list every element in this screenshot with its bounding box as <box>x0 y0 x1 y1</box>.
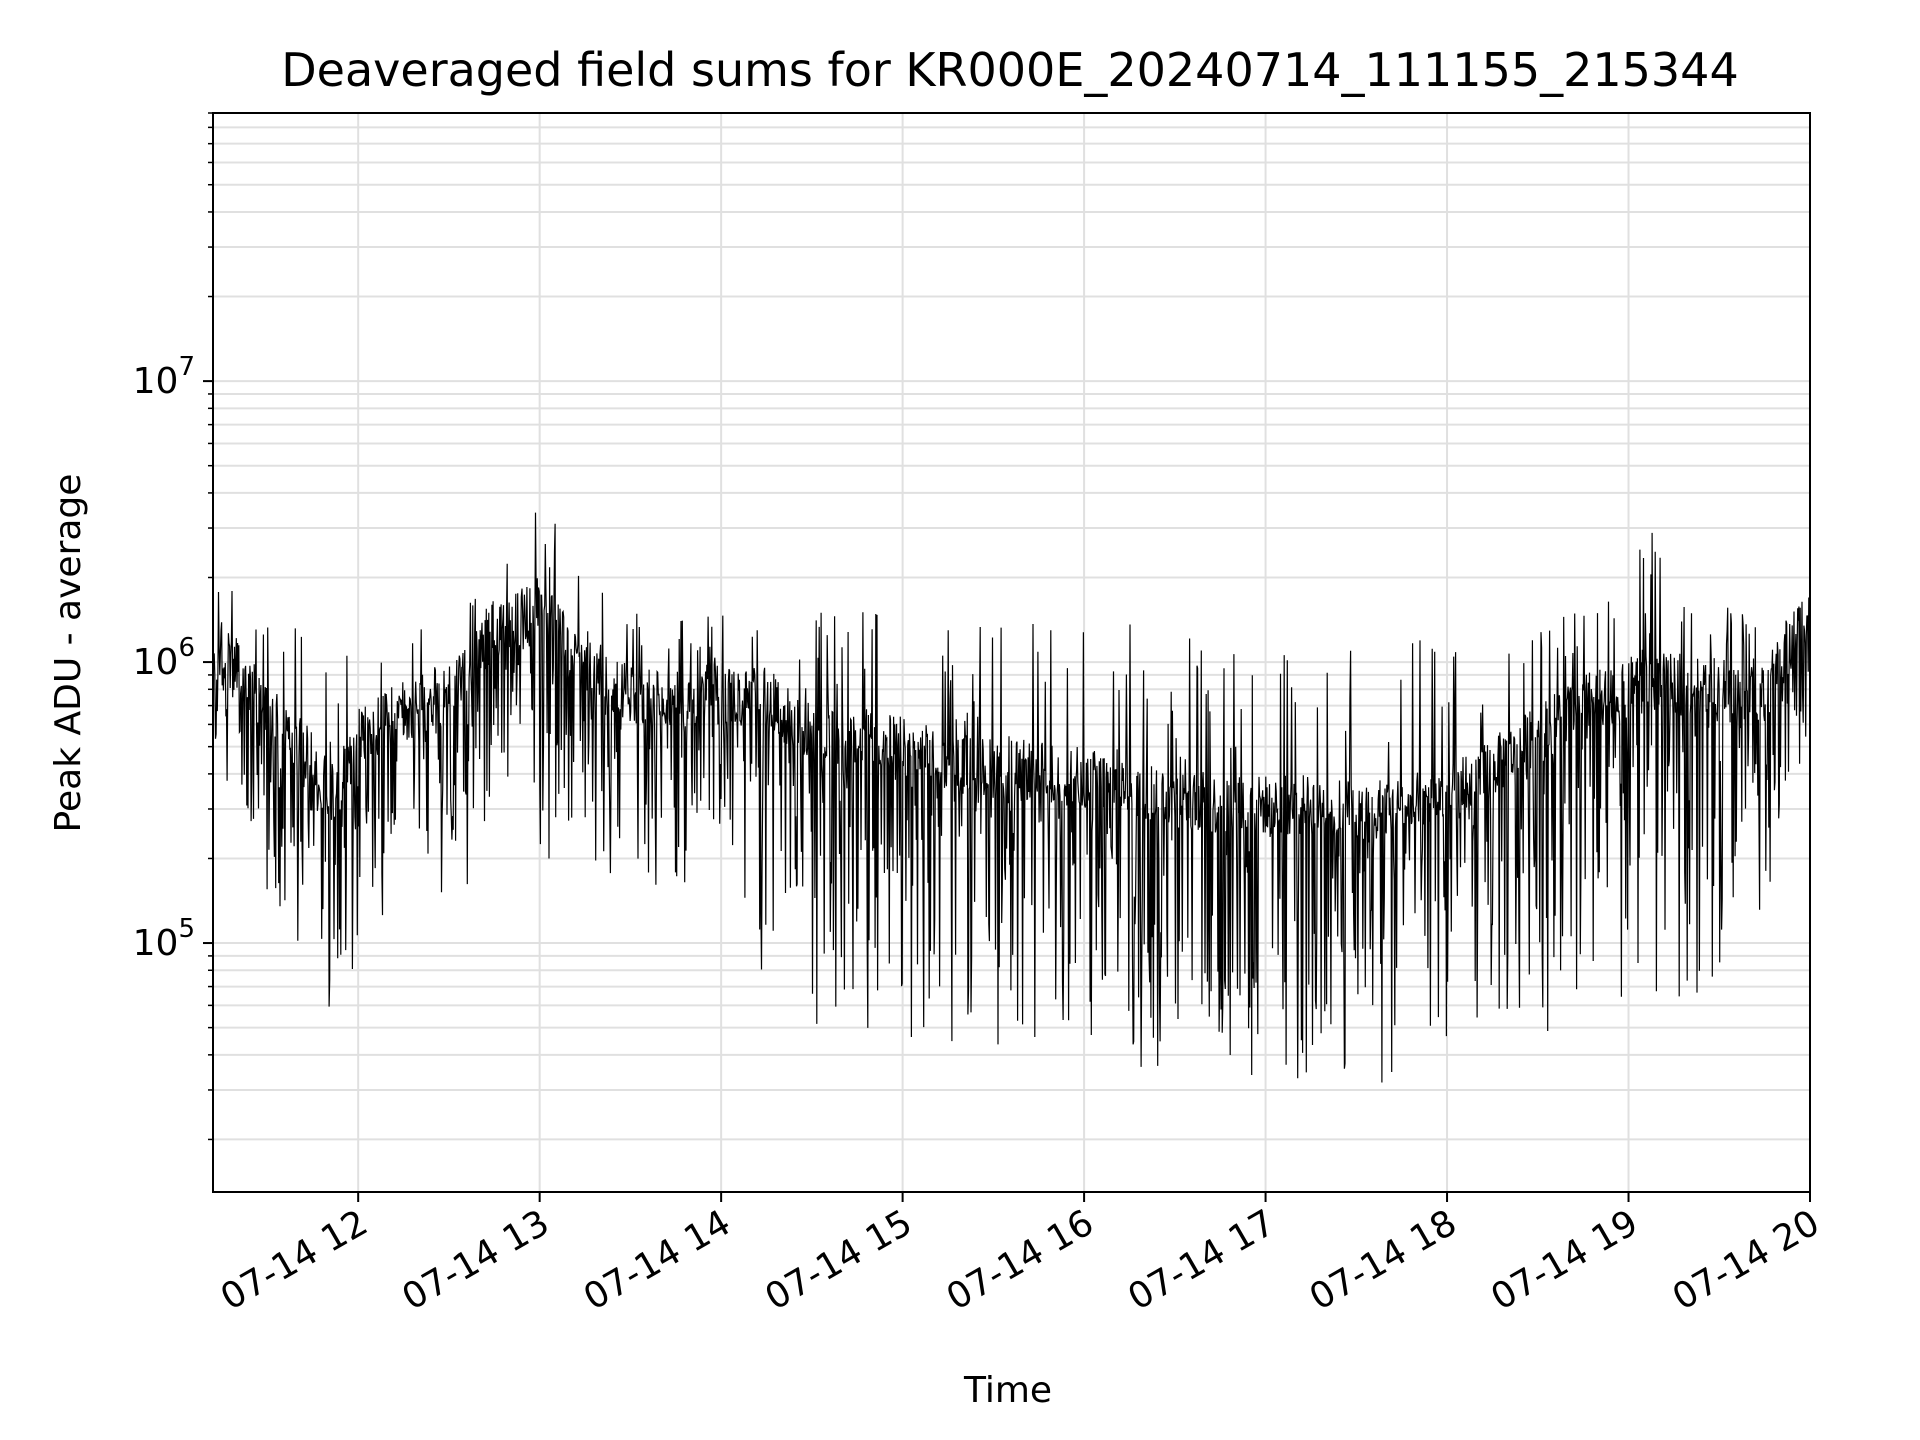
x-axis-label: Time <box>963 1370 1052 1411</box>
y-tick-label: 105 <box>133 914 195 964</box>
y-tick-label: 106 <box>133 633 195 683</box>
chart-title: Deaveraged field sums for KR000E_2024071… <box>281 43 1738 97</box>
plot-area <box>212 512 1811 1083</box>
y-axis-ticks: 105 106 107 <box>133 112 213 1141</box>
plot-frame <box>212 112 1811 1193</box>
y-tick-label: 107 <box>133 352 195 402</box>
y-axis-label: Peak ADU - average <box>48 474 89 833</box>
data-trace <box>212 512 1811 1083</box>
